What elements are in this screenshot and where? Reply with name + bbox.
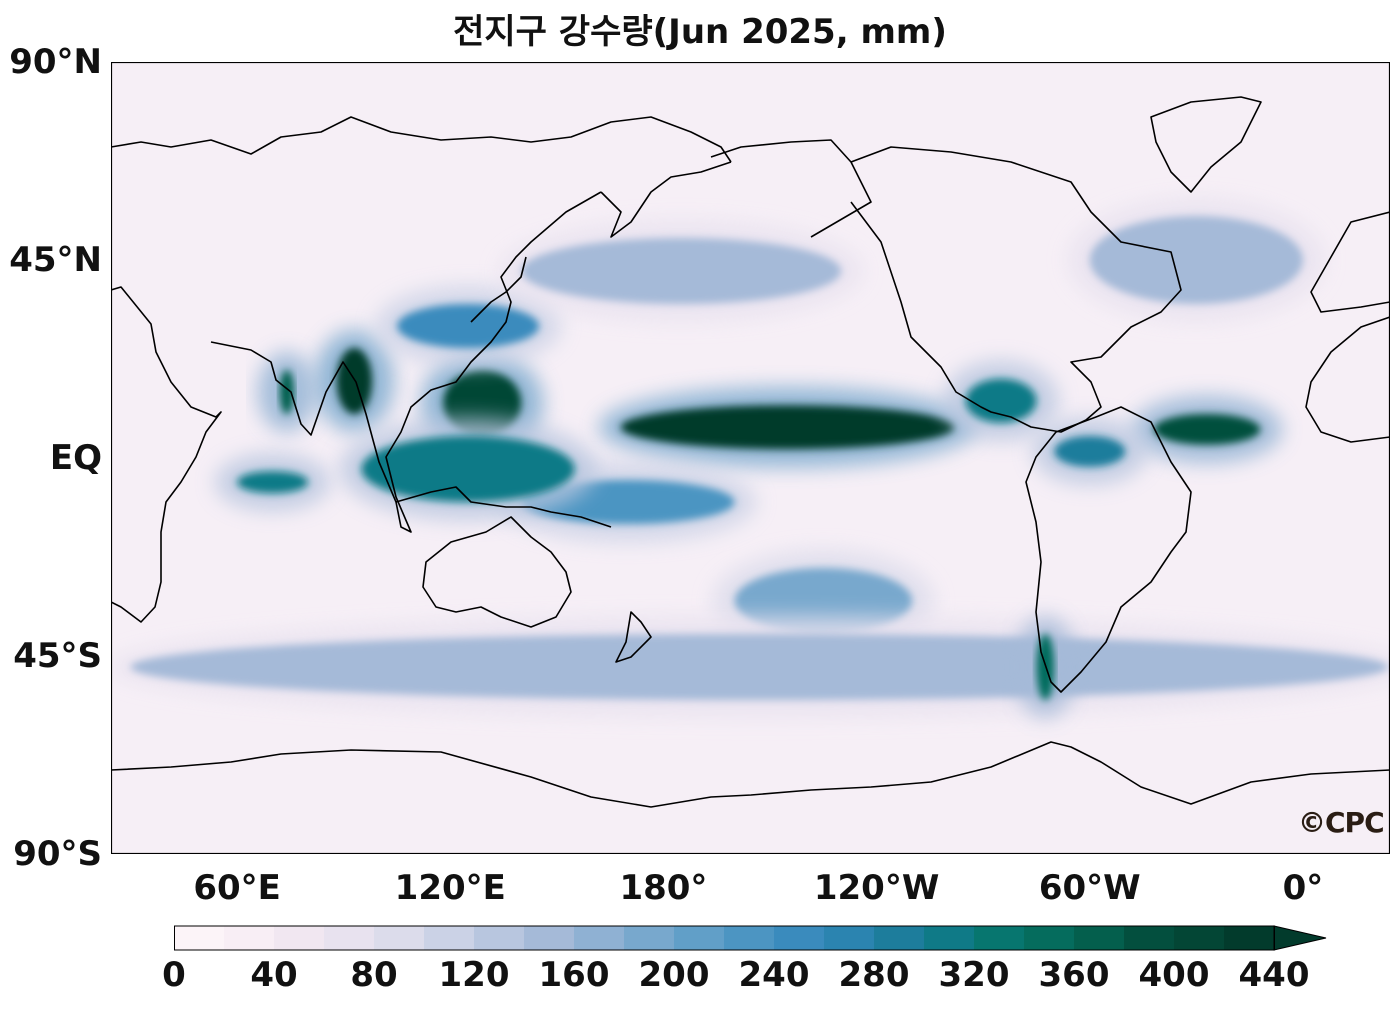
- colorbar-cell: [724, 926, 775, 950]
- colorbar-tick-label: 280: [838, 955, 910, 995]
- colorbar-cell: [324, 926, 375, 950]
- colorbar-tick-label: 80: [350, 955, 398, 995]
- lat-label: 90°N: [9, 42, 102, 82]
- colorbar-tick-label: 120: [438, 955, 510, 995]
- coast-greenland: [1150, 96, 1262, 193]
- lat-label: EQ: [49, 438, 102, 478]
- colorbar-cell: [824, 926, 875, 950]
- precip-band-indian-ocean-south: [237, 471, 309, 494]
- lon-label: 0°: [1282, 868, 1324, 908]
- colorbar: [174, 925, 1327, 951]
- colorbar-outline: [174, 925, 1275, 951]
- colorbar-tick-label: 360: [1038, 955, 1110, 995]
- colorbar-cell: [274, 926, 325, 950]
- precip-band-central-america: [965, 378, 1037, 423]
- colorbar-tick-label: 0: [162, 955, 186, 995]
- coast-eurasia-north: [111, 116, 732, 163]
- map-title: 전지구 강수량(Jun 2025, mm): [453, 12, 947, 52]
- coast-japan: [470, 256, 527, 323]
- coast-australia: [422, 516, 572, 628]
- lon-label: 60°E: [193, 868, 281, 908]
- precip-band-itcz-atlantic: [1153, 414, 1261, 445]
- coast-indonesia: [395, 486, 612, 528]
- colorbar-cell: [174, 926, 225, 950]
- colorbar-tick-label: 200: [638, 955, 710, 995]
- precip-band-north-atlantic-storm: [1089, 216, 1303, 304]
- lon-label: 180°: [619, 868, 708, 908]
- colorbar-cell: [524, 926, 575, 950]
- colorbar-cell: [1224, 926, 1275, 950]
- colorbar-tick-label: 400: [1138, 955, 1210, 995]
- lon-label: 120°W: [813, 868, 940, 908]
- colorbar-tick-label: 160: [538, 955, 610, 995]
- colorbar-tick-label: 40: [250, 955, 298, 995]
- coast-africa-west: [1305, 316, 1390, 443]
- lat-label: 45°S: [13, 636, 102, 676]
- lon-label: 120°E: [394, 868, 506, 908]
- colorbar-cell: [474, 926, 525, 950]
- colorbar-cell: [1124, 926, 1175, 950]
- colorbar-cell: [924, 926, 975, 950]
- colorbar-cell: [974, 926, 1025, 950]
- colorbar-cell: [374, 926, 425, 950]
- colorbar-cell: [424, 926, 475, 950]
- coast-new-zealand: [615, 611, 652, 663]
- coast-kamchatka: [600, 161, 732, 238]
- map-border: [111, 62, 1390, 854]
- coast-asia-south: [210, 191, 602, 533]
- lon-label: 60°W: [1038, 868, 1141, 908]
- coast-africa: [111, 286, 222, 623]
- coast-south-america: [1025, 406, 1192, 693]
- precip-band-north-pacific-storm: [521, 238, 842, 304]
- colorbar-cell: [674, 926, 725, 950]
- colorbar-cell: [1074, 926, 1125, 950]
- colorbar-cell: [1024, 926, 1075, 950]
- coast-alaska: [710, 139, 872, 238]
- precip-band-meiyu-front: [396, 304, 540, 348]
- lat-label: 90°S: [13, 834, 102, 874]
- colorbar-cell: [224, 926, 275, 950]
- colorbar-tick-label: 320: [938, 955, 1010, 995]
- precip-band-maritime-continent: [361, 436, 575, 502]
- watermark-logo: ©CPC: [1298, 806, 1385, 839]
- colorbar-cell: [774, 926, 825, 950]
- precip-band-amazon-north: [1054, 436, 1126, 467]
- colorbar-cell: [1174, 926, 1225, 950]
- colorbar-cell: [624, 926, 675, 950]
- precipitation-bands: [111, 198, 1390, 718]
- coast-antarctica: [111, 741, 1390, 808]
- coast-north-america: [850, 146, 1182, 433]
- colorbar-cell: [574, 926, 625, 950]
- colorbar-tick-label: 440: [1238, 955, 1310, 995]
- precip-band-itcz-pacific: [620, 405, 955, 450]
- precipitation-map: [111, 62, 1390, 854]
- precip-band-southern-ocean: [130, 634, 1389, 700]
- precip-band-bay-of-bengal: [336, 348, 373, 414]
- lat-label: 45°N: [9, 240, 102, 280]
- coastlines: [111, 96, 1390, 808]
- colorbar-tick-label: 240: [738, 955, 810, 995]
- colorbar-cells: [174, 926, 1275, 950]
- coast-europe-west: [1310, 211, 1390, 313]
- colorbar-extend-arrow: [1273, 925, 1327, 951]
- precip-band-western-ghats: [279, 370, 294, 414]
- colorbar-cell: [874, 926, 925, 950]
